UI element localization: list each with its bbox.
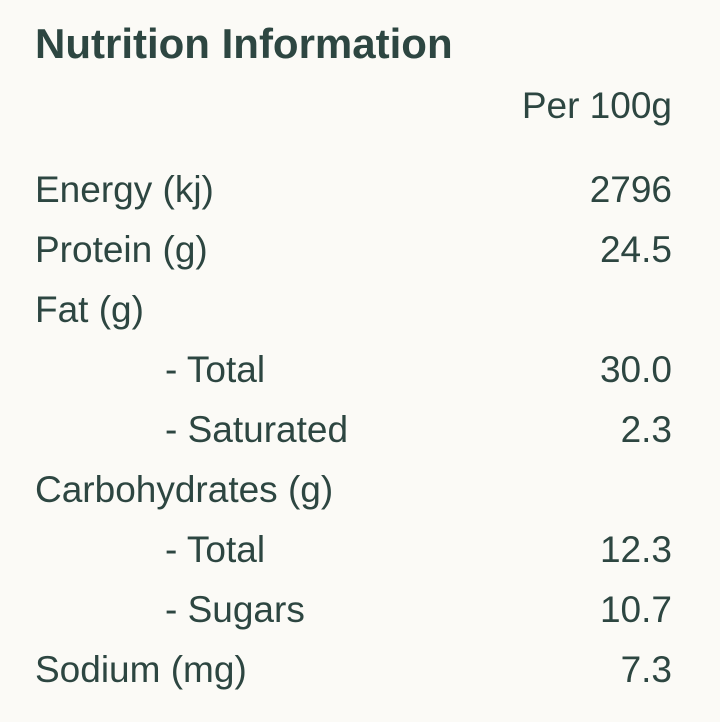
row-label: Fat (g) (35, 289, 144, 330)
sub-row-value: 12.3 (599, 529, 672, 570)
title: Nutrition Information (35, 20, 453, 67)
column-header: Per 100g (521, 85, 672, 126)
sub-row-label: - Total (165, 529, 266, 570)
sub-row-label: - Total (165, 349, 266, 390)
sub-row-label: - Saturated (165, 409, 349, 450)
row-label: Carbohydrates (g) (35, 469, 334, 510)
row-label: Protein (g) (35, 229, 208, 270)
row-label: Sodium (mg) (35, 649, 247, 690)
sub-row-value: 30.0 (599, 349, 672, 390)
row-value: 7.3 (620, 649, 672, 690)
row-value: 2796 (589, 169, 672, 210)
sub-row-value: 10.7 (599, 589, 672, 630)
sub-row-label: - Sugars (165, 589, 305, 630)
row-value: 24.5 (599, 229, 672, 270)
sub-row-value: 2.3 (620, 409, 672, 450)
row-label: Energy (kj) (35, 169, 214, 210)
